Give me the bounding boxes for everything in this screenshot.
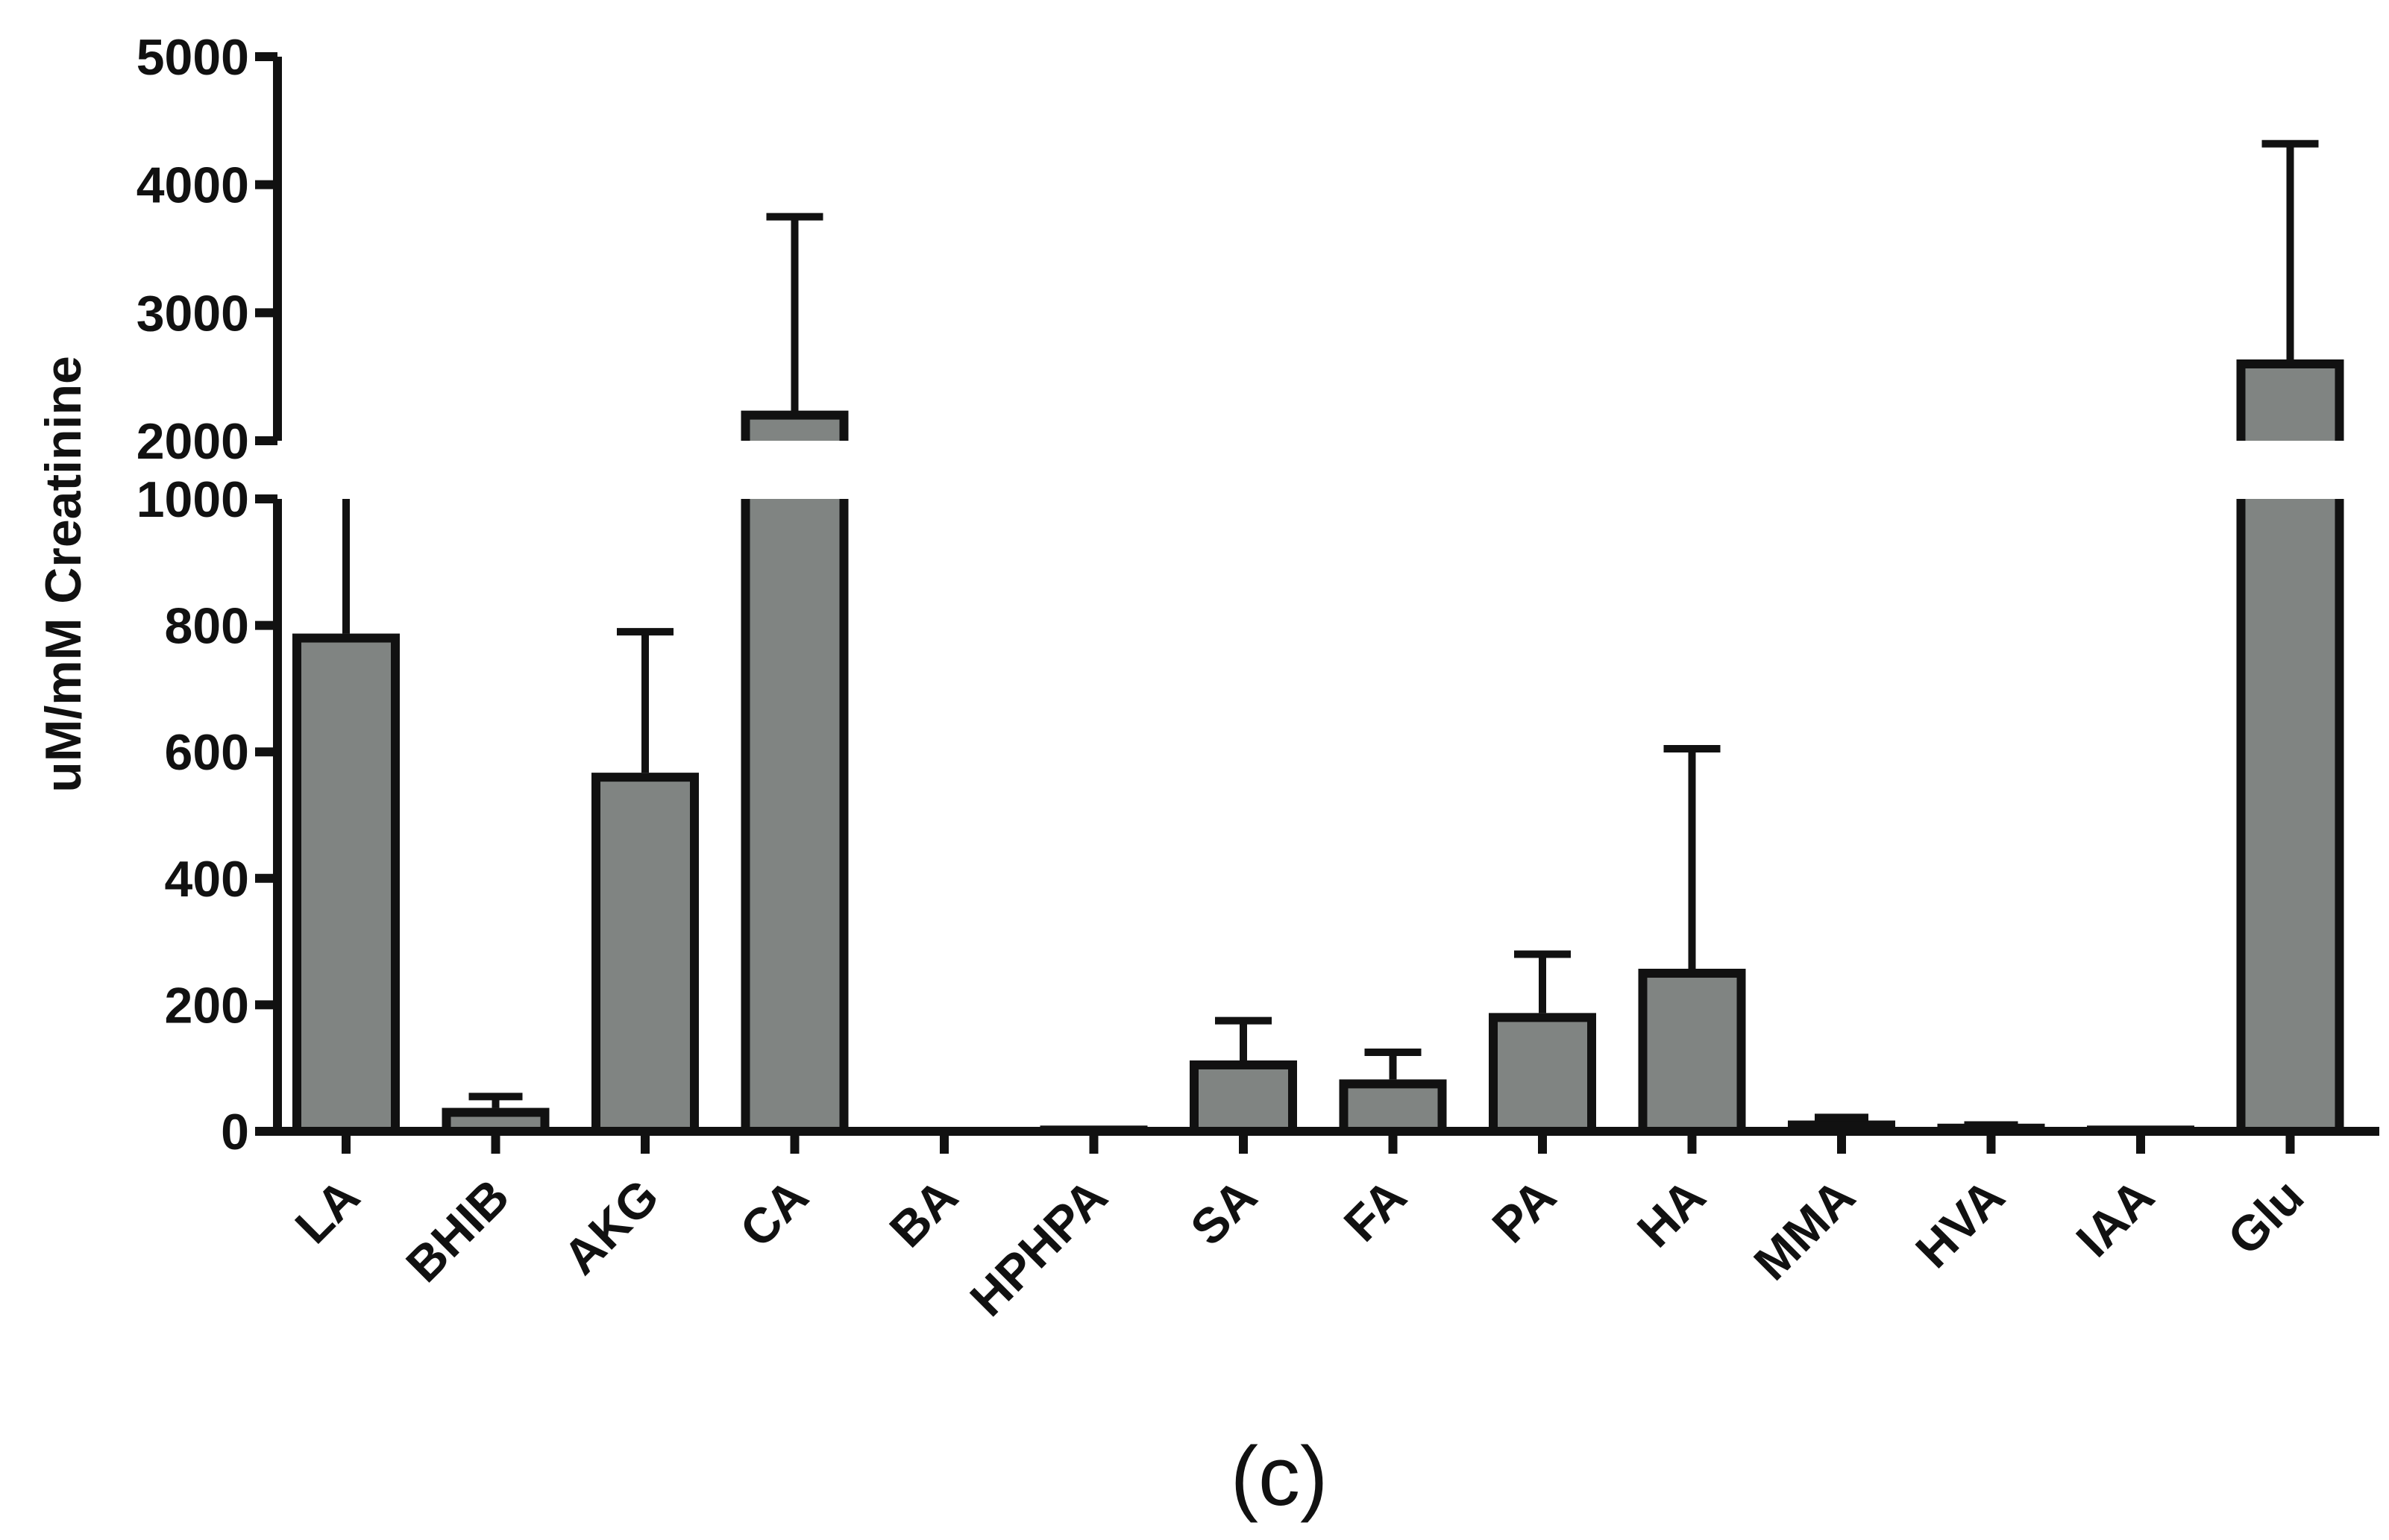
bar-pa [1489, 1013, 1596, 1136]
y-tick-label: 600 [165, 724, 249, 781]
x-tick-label-akg: AKG [553, 1169, 669, 1285]
bar-ca-upper-outline [741, 410, 849, 441]
y-tick-label: 3000 [136, 285, 249, 342]
bar-ha [1638, 969, 1746, 1136]
x-tick-label-fa: FA [1333, 1169, 1416, 1252]
bars-group [292, 359, 2344, 1137]
bar-fa [1339, 1079, 1447, 1137]
x-tick-label-pa: PA [1481, 1169, 1566, 1254]
x-tick-label-ha: HA [1627, 1169, 1716, 1258]
axes-group [273, 57, 2379, 1136]
y-axis-label: uM/mM Creatinine [35, 356, 92, 793]
panel-label: (c) [1231, 1430, 1328, 1523]
error-bars-group [342, 139, 2319, 1129]
x-tick-label-hphpa: HPHPA [959, 1169, 1117, 1327]
y-tick-label: 4000 [136, 157, 249, 214]
bar-ca-lower [745, 499, 844, 1131]
x-tick-label-ba: BA [879, 1169, 968, 1258]
y-tick-label: 1000 [136, 471, 249, 528]
x-tick-label-bhib: BHIB [395, 1169, 519, 1292]
y-tick-label: 5000 [136, 29, 249, 86]
bar-sa [1190, 1060, 1297, 1136]
x-tick-label-la: LA [284, 1169, 370, 1254]
y-tick-label: 2000 [136, 413, 249, 470]
x-tick-label-iaa: IAA [2065, 1169, 2164, 1268]
y-tick-label: 800 [165, 598, 249, 655]
y-tick-label: 200 [165, 977, 249, 1034]
bar-la [292, 633, 400, 1136]
x-tick-label-sa: SA [1180, 1169, 1267, 1256]
bar-akg [591, 773, 699, 1136]
y-tick-label: 0 [221, 1104, 249, 1160]
bar-glu-upper [2241, 364, 2340, 441]
x-tick-label-hva: HVA [1905, 1169, 2015, 1278]
bar-glu-lower [2241, 499, 2340, 1131]
x-tick-label-glu: Glu [2217, 1169, 2314, 1266]
x-tick-label-mma: MMA [1743, 1169, 1865, 1291]
y-tick-label: 400 [165, 851, 249, 908]
x-tick-label-ca: CA [729, 1169, 819, 1258]
